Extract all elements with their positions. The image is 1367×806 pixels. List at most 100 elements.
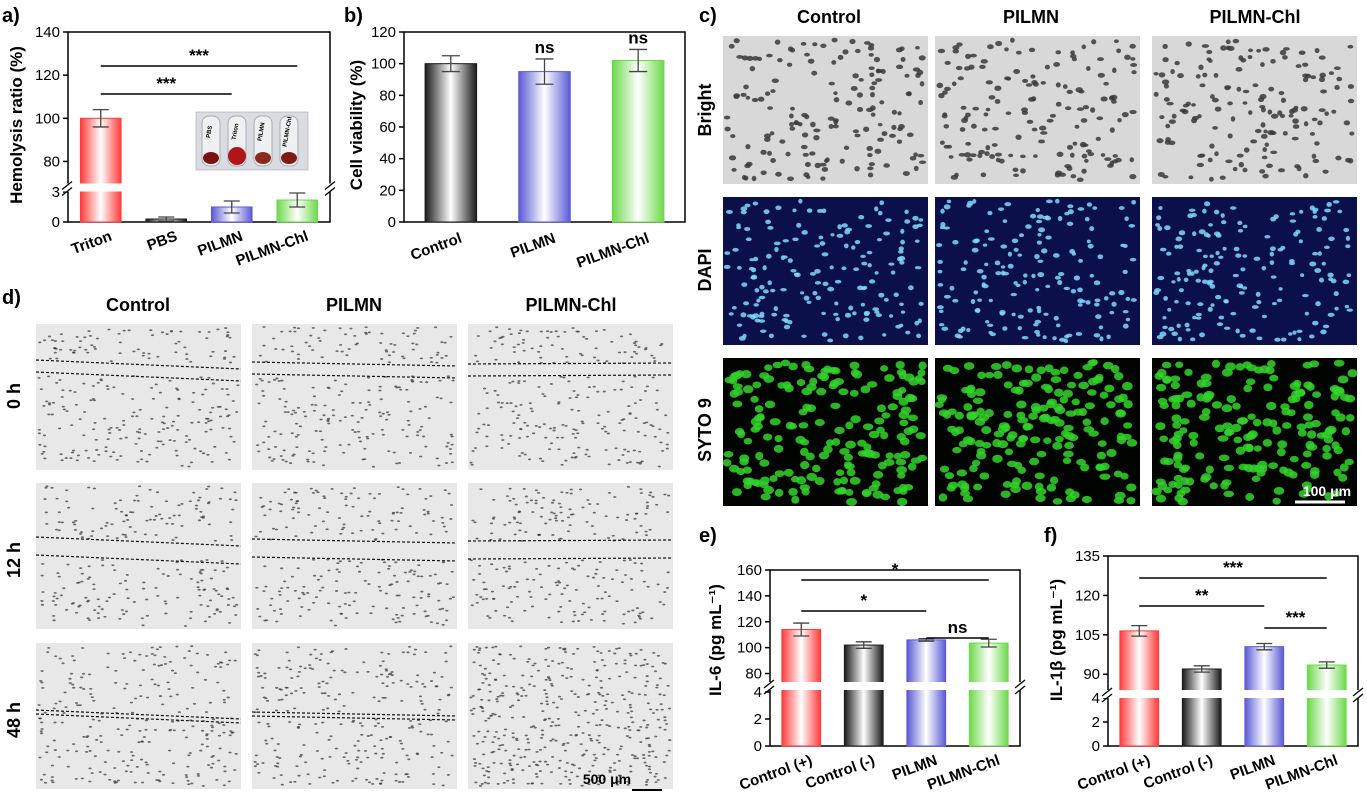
cell-mark [594, 757, 598, 759]
cell-mark [599, 679, 603, 682]
cell-mark [363, 579, 367, 582]
cell-mark [904, 73, 910, 78]
cell-mark [628, 559, 632, 561]
cell-mark [1163, 83, 1170, 89]
cell-mark [539, 345, 543, 348]
cell-mark [573, 456, 577, 459]
cell-mark [538, 457, 543, 460]
cell-mark [1067, 381, 1077, 389]
cell-mark [1321, 216, 1328, 221]
cell-mark [637, 693, 641, 696]
cell-mark [573, 693, 577, 695]
cell-mark [496, 663, 501, 665]
cell-mark [655, 684, 659, 687]
axis-break-mark [1352, 693, 1364, 703]
cell-mark [1269, 260, 1275, 265]
cell-mark [1322, 169, 1329, 174]
cell-mark [70, 424, 74, 427]
cell-mark [1124, 54, 1131, 60]
cell-mark [774, 435, 783, 443]
cell-mark [1251, 475, 1261, 482]
cell-mark [1007, 251, 1013, 257]
cell-mark [122, 424, 126, 426]
cell-mark [875, 313, 882, 317]
cell-mark [622, 698, 627, 701]
cell-mark [302, 585, 306, 588]
cell-mark [900, 239, 905, 245]
cell-mark [1232, 402, 1241, 410]
cell-mark [352, 487, 357, 490]
cell-mark [1335, 155, 1342, 161]
cell-mark [821, 167, 829, 172]
cell-mark [84, 596, 88, 599]
cell-mark [1279, 466, 1288, 474]
cell-mark [355, 671, 359, 674]
cell-mark [380, 651, 384, 654]
cell-mark [145, 763, 149, 766]
cell-mark [144, 719, 149, 722]
cell-mark [338, 560, 342, 563]
cell-mark [288, 668, 293, 671]
cell-mark [179, 559, 184, 562]
cell-mark [56, 572, 60, 575]
cell-mark [62, 408, 66, 411]
cell-mark [432, 783, 436, 786]
cell-mark [488, 672, 492, 675]
cell-mark [544, 647, 548, 650]
cell-mark [130, 711, 135, 714]
cell-mark [325, 528, 329, 531]
cell-mark [783, 313, 790, 318]
cell-mark [621, 454, 625, 456]
cell-mark [141, 354, 145, 357]
cell-mark [176, 388, 180, 391]
cell-mark [895, 361, 905, 370]
cell-mark [828, 123, 834, 129]
cell-mark [566, 530, 571, 533]
cell-mark [197, 519, 202, 522]
cell-mark [223, 765, 227, 768]
cell-mark [218, 747, 222, 750]
cell-mark [607, 463, 611, 466]
cell-mark [643, 761, 647, 764]
cell-mark [580, 420, 584, 423]
cell-mark [207, 485, 211, 488]
cell-mark [899, 46, 905, 52]
cell-mark [513, 517, 517, 520]
cell-mark [123, 579, 128, 582]
cell-mark [1121, 112, 1129, 118]
cell-mark [832, 124, 839, 129]
cell-mark [917, 153, 925, 158]
cell-mark [1288, 113, 1294, 118]
cell-mark [176, 596, 180, 599]
cell-mark [114, 669, 118, 672]
cell-mark [976, 268, 984, 274]
cell-mark [379, 415, 383, 417]
cell-mark [42, 405, 46, 407]
cell-mark [255, 444, 260, 447]
cell-mark [313, 648, 317, 651]
cell-mark [1312, 251, 1319, 256]
cell-mark [316, 578, 321, 581]
cell-mark [607, 491, 612, 494]
cell-mark [835, 316, 840, 322]
cell-mark [147, 741, 151, 743]
cell-mark [666, 511, 670, 513]
cell-mark [529, 407, 533, 410]
cell-mark [1114, 395, 1124, 403]
cell-mark [1232, 166, 1238, 172]
cell-mark [292, 506, 296, 509]
cell-mark [38, 341, 42, 344]
cell-mark [564, 770, 568, 773]
cell-mark [789, 126, 796, 131]
cell-mark [188, 617, 193, 620]
cell-mark [1268, 86, 1275, 92]
cell-mark [224, 451, 228, 454]
cell-mark [291, 454, 295, 457]
cell-mark [224, 651, 228, 654]
cell-mark [409, 569, 413, 572]
cell-mark [343, 416, 347, 419]
cell-mark [475, 742, 479, 745]
panel-label-c: c) [699, 5, 717, 27]
cell-mark [1319, 76, 1325, 83]
cell-mark [319, 418, 323, 421]
